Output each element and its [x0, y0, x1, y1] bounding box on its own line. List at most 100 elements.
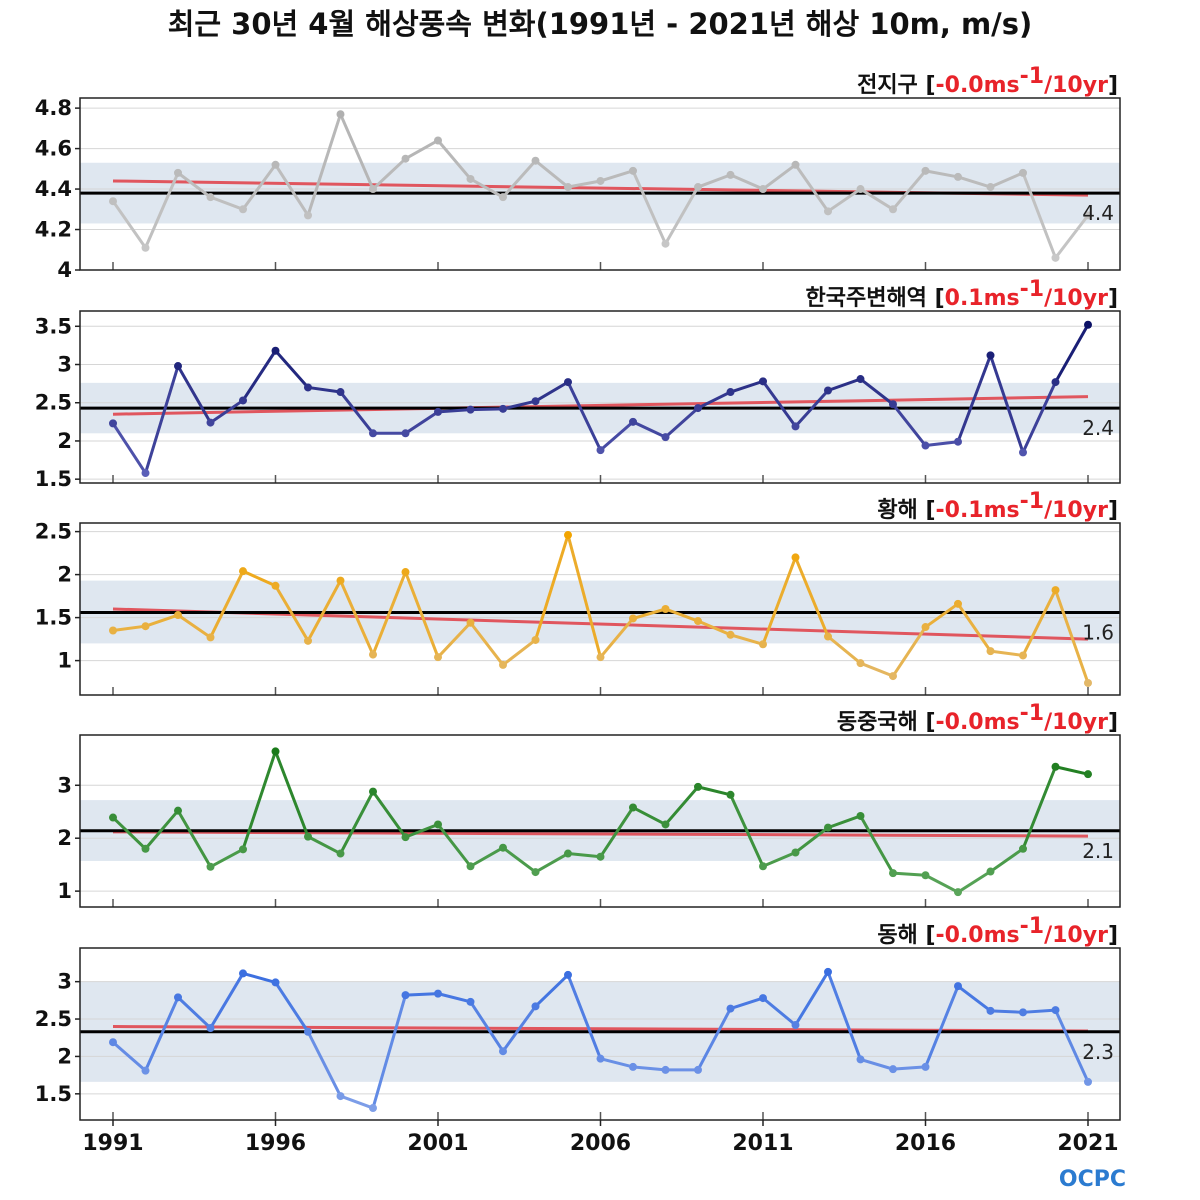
- series-segment: [989, 649, 1025, 657]
- y-tick-label: 2: [57, 826, 72, 850]
- series-segment: [534, 533, 570, 642]
- data-point: [1019, 448, 1027, 457]
- series-segment: [664, 185, 700, 246]
- panel-2: 1.5 2 2.5 3 3.5 2.4 한국주변해역 [0.1ms-1/10yr]: [35, 277, 1121, 491]
- series-segment: [924, 602, 960, 629]
- data-point: [986, 1006, 995, 1015]
- series-segment: [631, 169, 667, 246]
- series-segment: [111, 624, 147, 632]
- series-segment: [306, 835, 342, 856]
- series-segment: [176, 809, 212, 869]
- series-segment: [404, 992, 440, 997]
- series-segment: [859, 377, 895, 406]
- series-segment: [761, 379, 797, 428]
- series-segment: [534, 159, 570, 189]
- data-point: [239, 845, 247, 854]
- series-segment: [241, 349, 277, 402]
- data-point: [369, 429, 377, 438]
- panel-header: 동해 [-0.0ms-1/10yr]: [877, 914, 1118, 948]
- data-point: [336, 388, 345, 397]
- trend-value: -0.0ms: [936, 710, 1020, 735]
- panel-name: 황해 [: [877, 498, 935, 523]
- series-segment: [696, 390, 732, 410]
- series-segment: [371, 157, 407, 191]
- series-segment: [664, 607, 700, 623]
- data-point: [109, 626, 117, 635]
- data-point: [986, 647, 995, 656]
- panel-bracket-close: ]: [1108, 286, 1118, 311]
- series-segment: [371, 790, 407, 839]
- data-point: [889, 1065, 897, 1074]
- mean-value-label: 2.1: [1082, 839, 1114, 863]
- series-segment: [1054, 588, 1090, 685]
- data-point: [141, 1066, 150, 1075]
- series-segment: [989, 353, 1025, 454]
- series-segment: [761, 996, 797, 1027]
- series-segment: [1054, 765, 1090, 776]
- data-point: [1084, 320, 1092, 329]
- series-segment: [956, 602, 992, 653]
- panel-header: 동중국해 [-0.0ms-1/10yr]: [837, 701, 1118, 735]
- data-point: [759, 185, 767, 194]
- data-point: [856, 375, 865, 384]
- series-segment: [339, 112, 375, 191]
- trend-per-decade: /10yr: [1044, 710, 1108, 735]
- mean-value-label: 2.4: [1082, 416, 1114, 440]
- series-segment: [339, 790, 375, 856]
- series-segment: [534, 973, 570, 1008]
- panel-frame: [79, 734, 1121, 908]
- series-segment: [859, 814, 895, 875]
- data-point: [434, 407, 442, 416]
- series-segment: [1021, 765, 1057, 851]
- series-segment: [209, 398, 245, 425]
- x-tick-label: 1991: [82, 1131, 143, 1156]
- data-point: [856, 811, 865, 820]
- series-segment: [566, 179, 602, 189]
- trend-line: [112, 607, 1089, 641]
- data-point: [596, 653, 605, 662]
- series-segment: [469, 846, 505, 868]
- series-segment: [631, 607, 667, 620]
- data-point: [304, 383, 312, 392]
- data-point: [824, 823, 832, 832]
- y-tick-label: 3: [57, 970, 72, 994]
- data-point: [1084, 1077, 1092, 1086]
- data-point: [304, 211, 312, 220]
- trend-value: -0.0ms: [936, 923, 1020, 948]
- data-point: [401, 991, 410, 1000]
- data-point: [271, 160, 280, 169]
- series-segment: [696, 785, 732, 797]
- series-segment: [826, 814, 862, 830]
- data-point: [531, 397, 540, 406]
- panel-frame: [79, 522, 1121, 696]
- series-segment: [371, 570, 407, 657]
- panel-plot-area: [80, 110, 1120, 262]
- data-point: [564, 378, 572, 387]
- trend-per-decade: /10yr: [1044, 923, 1108, 948]
- y-tick-label: 2.5: [35, 1007, 72, 1031]
- data-point: [109, 197, 117, 206]
- data-point: [466, 618, 475, 627]
- x-tick-label: 2011: [732, 1131, 793, 1156]
- series-segment: [566, 380, 602, 452]
- data-point: [954, 982, 962, 991]
- panel-name: 전지구 [: [857, 73, 935, 98]
- ocpc-logo: OCPC: [1059, 1167, 1126, 1192]
- series-segment: [274, 749, 310, 839]
- series-segment: [599, 616, 635, 659]
- series-segment: [404, 138, 440, 161]
- series-segment: [371, 993, 407, 1110]
- y-tick-label: 1.5: [35, 1082, 72, 1106]
- series-segment: [891, 169, 927, 211]
- data-point: [271, 978, 280, 987]
- series-segment: [599, 806, 635, 859]
- series-segment: [144, 809, 180, 851]
- data-point: [824, 632, 832, 641]
- panel-header: 한국주변해역 [0.1ms-1/10yr]: [805, 277, 1118, 311]
- data-point: [954, 888, 962, 897]
- data-point: [791, 553, 800, 562]
- series-segment: [566, 852, 602, 859]
- data-point: [531, 635, 540, 644]
- y-tick-label: 4.4: [35, 177, 72, 201]
- panel-name: 동중국해 [: [837, 710, 936, 735]
